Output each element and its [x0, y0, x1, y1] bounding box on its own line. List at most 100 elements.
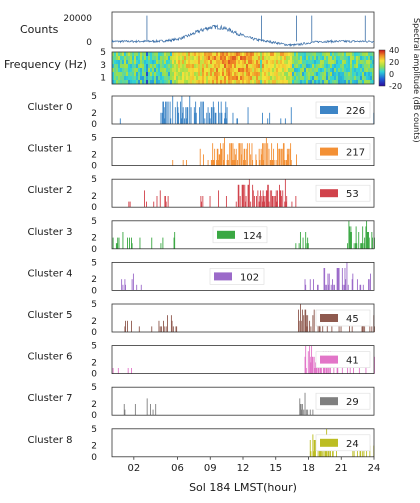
spectrogram-cell	[186, 80, 189, 85]
spectrogram-cell	[212, 60, 215, 65]
cluster-bar	[328, 273, 330, 291]
cluster-bar	[200, 196, 202, 208]
cluster-bar	[259, 196, 261, 208]
spectrogram-cell	[136, 52, 139, 57]
spectrogram-cell	[200, 72, 203, 77]
cluster-bar	[263, 196, 265, 208]
spectrogram-cell	[334, 64, 337, 69]
spectrogram-cell	[344, 68, 347, 73]
cluster-bar	[174, 232, 176, 249]
spectrogram-cell	[236, 64, 239, 69]
cluster-bar	[163, 326, 165, 332]
spectrogram-cell	[224, 56, 227, 61]
spectrogram-cell	[344, 60, 347, 65]
cluster-bar	[241, 154, 242, 166]
spectrogram-cell	[234, 56, 237, 61]
cluster-bar	[305, 409, 307, 416]
spectrogram-cell	[230, 52, 233, 57]
spectrogram-cell	[278, 52, 281, 57]
spectrogram-cell	[338, 60, 341, 65]
cluster-bar	[282, 148, 284, 166]
cluster-bar	[151, 237, 153, 249]
cluster-bar	[313, 440, 315, 457]
legend-count: 24	[346, 439, 359, 450]
spectrogram-cell	[138, 76, 141, 81]
cluster-bar	[325, 451, 327, 457]
colorbar-tick: 0	[389, 70, 394, 79]
cluster-bar	[307, 237, 309, 249]
spectrogram-cell	[170, 68, 173, 73]
spectrogram-cell	[346, 60, 349, 65]
cluster-bar	[125, 284, 126, 291]
cluster-bar	[332, 445, 334, 457]
legend-count: 29	[346, 397, 359, 408]
spectrogram-cell	[120, 76, 123, 81]
cluster-bar	[372, 237, 373, 249]
cluster-bar	[232, 112, 234, 124]
cluster-bar	[218, 160, 220, 166]
cluster-bar	[144, 190, 145, 208]
cluster-bar	[307, 243, 309, 249]
spectrogram-cell	[184, 72, 187, 77]
cluster-bar	[362, 284, 364, 291]
spectrogram-cell	[218, 68, 221, 73]
spectrogram-cell	[362, 60, 365, 65]
spectrogram-cell	[292, 68, 295, 73]
spectrogram-cell	[288, 52, 291, 57]
spectrogram-cell	[326, 64, 329, 69]
spectrogram-cell	[334, 76, 337, 81]
spectrogram-cell	[292, 72, 295, 77]
cluster-bar	[342, 284, 344, 291]
counts-trace	[111, 24, 375, 48]
spectrogram-cell	[234, 72, 237, 77]
spectrogram-cell	[274, 56, 277, 61]
spectrogram-cell	[364, 52, 367, 57]
spectrogram-cell	[166, 80, 169, 85]
spectrogram-cell	[348, 64, 351, 69]
spectrogram-cell	[300, 76, 303, 81]
spectrogram-cell	[214, 72, 217, 77]
cluster-bar	[259, 160, 261, 166]
spectrogram-cell	[338, 76, 341, 81]
cluster-bar	[247, 107, 249, 124]
spectrogram-cell	[222, 52, 225, 57]
cluster-bar	[146, 201, 147, 208]
cluster-bar	[348, 220, 350, 249]
spectrogram-cell	[228, 68, 231, 73]
spectrogram-cell	[298, 68, 301, 73]
spectrogram-cell	[130, 72, 133, 77]
cluster-bar	[309, 356, 311, 374]
spectrogram-cell	[306, 68, 309, 73]
spectrogram-cell	[118, 60, 121, 65]
spectrogram-cell	[202, 80, 205, 85]
spectrogram-cell	[292, 60, 295, 65]
spectrogram-cell	[288, 80, 291, 85]
spectrogram-cell	[298, 56, 301, 61]
spectrogram-cell	[278, 68, 281, 73]
spectrogram-cell	[294, 64, 297, 69]
cluster-ytick: 5	[91, 134, 97, 144]
spectrogram-cell	[352, 64, 355, 69]
legend-swatch	[320, 106, 338, 114]
spectrogram-cell	[150, 60, 153, 65]
cluster-bar	[227, 160, 229, 166]
spectrogram-cell	[158, 64, 161, 69]
spectrogram-ylabel: Frequency (Hz)	[4, 58, 87, 71]
spectrogram-cell	[190, 56, 193, 61]
cluster-bar	[341, 268, 343, 291]
cluster-bar	[360, 243, 362, 249]
cluster-bar	[269, 190, 271, 208]
spectrogram-cell	[256, 52, 259, 57]
spectrogram-cell	[174, 52, 177, 57]
cluster-bar	[167, 101, 169, 124]
spectrogram-cell	[194, 56, 197, 61]
spectrogram-cell	[112, 68, 115, 73]
legend-count: 102	[240, 272, 259, 283]
spectrogram-cell	[314, 76, 317, 81]
spectrogram-cell	[364, 56, 367, 61]
spectrogram-cell	[208, 68, 211, 73]
spectrogram-cell	[200, 60, 203, 65]
spectrogram-cell	[338, 68, 341, 73]
spectrogram-cell	[120, 56, 123, 61]
